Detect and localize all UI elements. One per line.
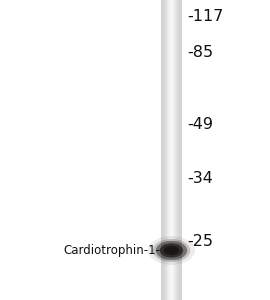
Ellipse shape [167,248,176,254]
Ellipse shape [156,241,187,260]
Bar [170,0,171,300]
Bar [176,0,177,300]
Bar [171,0,172,300]
Bar [178,0,179,300]
Bar [161,0,162,300]
Bar [179,0,180,300]
Bar [164,0,165,300]
Text: -34: -34 [188,171,214,186]
Bar [175,0,176,300]
Bar [173,0,174,300]
Bar [177,0,178,300]
Bar [162,0,163,300]
Bar [178,0,179,300]
Bar [180,0,181,300]
Bar [174,0,175,300]
Bar [162,0,163,300]
Bar [166,0,167,300]
Bar [164,0,165,300]
Bar [165,0,166,300]
Bar [165,0,166,300]
Bar [168,0,169,300]
Bar [171,0,172,300]
Bar [172,0,173,300]
Text: -85: -85 [188,45,214,60]
Text: -49: -49 [188,117,214,132]
Ellipse shape [164,246,179,255]
Ellipse shape [148,236,195,265]
Bar [167,0,168,300]
Bar [168,0,169,300]
Ellipse shape [153,239,190,262]
Bar [169,0,170,300]
Ellipse shape [160,243,183,258]
Bar [163,0,164,300]
Bar [166,0,167,300]
Text: -117: -117 [188,9,224,24]
Text: -25: -25 [188,234,214,249]
Text: Cardiotrophin-1-: Cardiotrophin-1- [64,244,161,257]
Bar [173,0,174,300]
Bar [170,0,171,300]
Bar [174,0,175,300]
Bar [163,0,164,300]
Bar [167,0,168,300]
Bar [181,0,182,300]
